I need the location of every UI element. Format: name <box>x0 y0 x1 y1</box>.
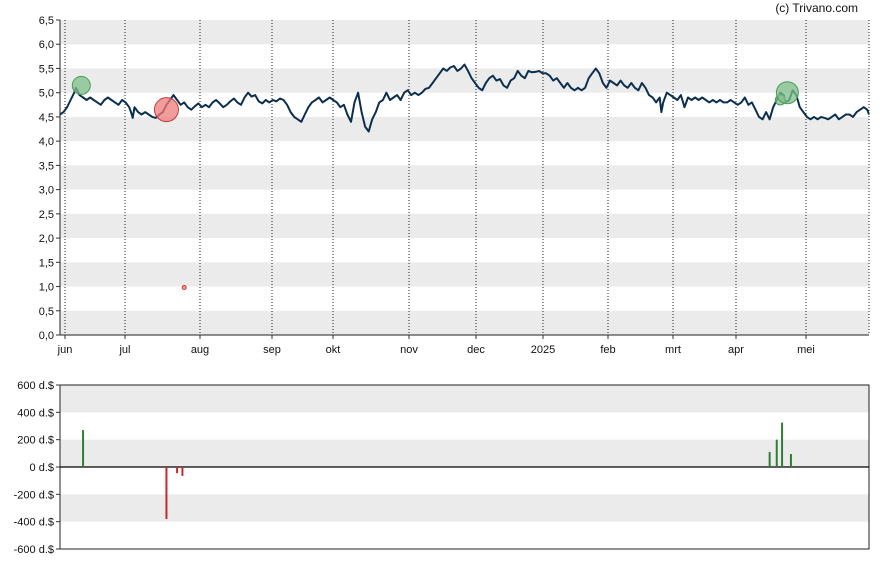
y-tick-label: 3,5 <box>39 160 54 172</box>
transaction-panel: 600 d.$ 400 d.$ 200 d.$ 0 d.$ -200 d.$ -400 d… <box>14 380 870 556</box>
x-tick-label: 2025 <box>531 344 555 356</box>
grid-band <box>60 213 869 239</box>
x-tick-label: aug <box>191 344 209 356</box>
grid-band <box>60 439 869 467</box>
y-tick-label: 0,0 <box>39 330 54 342</box>
price-panel: 0,0 0,5 1,0 1,5 2,0 2,5 3,0 3,5 4,0 4,5 5,0 5,5 6,0 6… <box>39 15 870 356</box>
y-tick-label: 400 d.$ <box>17 407 54 419</box>
price-line <box>59 63 870 133</box>
x-tick-label: mei <box>797 344 815 356</box>
y-tick-label: 2,0 <box>39 233 54 245</box>
y-tick-label: 1,0 <box>39 282 54 294</box>
y-tick-label: -200 d.$ <box>14 489 54 501</box>
y-tick-label: 0 d.$ <box>30 462 54 474</box>
y-tick-label: 2,5 <box>39 209 54 221</box>
grid-band <box>60 385 869 413</box>
y-tick-label: 6,5 <box>39 15 54 27</box>
y-tick-label: 5,5 <box>39 63 54 75</box>
buy-marker <box>71 75 91 95</box>
grid-band <box>60 310 869 335</box>
y-tick-label: 4,0 <box>39 136 54 148</box>
x-tick-label: apr <box>728 344 744 356</box>
x-tick-label: okt <box>326 344 341 356</box>
x-tick-label: feb <box>600 344 615 356</box>
x-tick-label: jun <box>57 344 73 356</box>
x-tick-label: nov <box>400 344 418 356</box>
y-tick-label: -400 d.$ <box>14 517 54 529</box>
y-tick-label: 5,0 <box>39 88 54 100</box>
grid-band <box>60 68 869 93</box>
grid-band <box>60 116 869 142</box>
buy-marker <box>775 81 799 105</box>
y-tick-label: 6,0 <box>39 39 54 51</box>
credit-label: (c) Trivano.com <box>775 1 858 15</box>
x-tick-label: sep <box>263 344 281 356</box>
y-tick-label: 3,0 <box>39 185 54 197</box>
x-tick-label: jul <box>118 344 130 356</box>
y-tick-label: 4,5 <box>39 112 54 124</box>
grid-band <box>60 262 869 287</box>
sell-marker <box>153 97 179 123</box>
x-tick-label: dec <box>467 344 485 356</box>
grid-band <box>60 165 869 190</box>
y-tick-label: -600 d.$ <box>14 544 54 556</box>
grid-band <box>60 20 869 45</box>
y-tick-label: 0,5 <box>39 306 54 318</box>
sell-marker <box>181 285 187 291</box>
y-tick-label: 200 d.$ <box>17 435 54 447</box>
grid-band <box>60 494 869 522</box>
y-tick-label: 600 d.$ <box>17 380 54 392</box>
y-tick-label: 1,5 <box>39 257 54 269</box>
x-tick-label: mrt <box>665 344 681 356</box>
